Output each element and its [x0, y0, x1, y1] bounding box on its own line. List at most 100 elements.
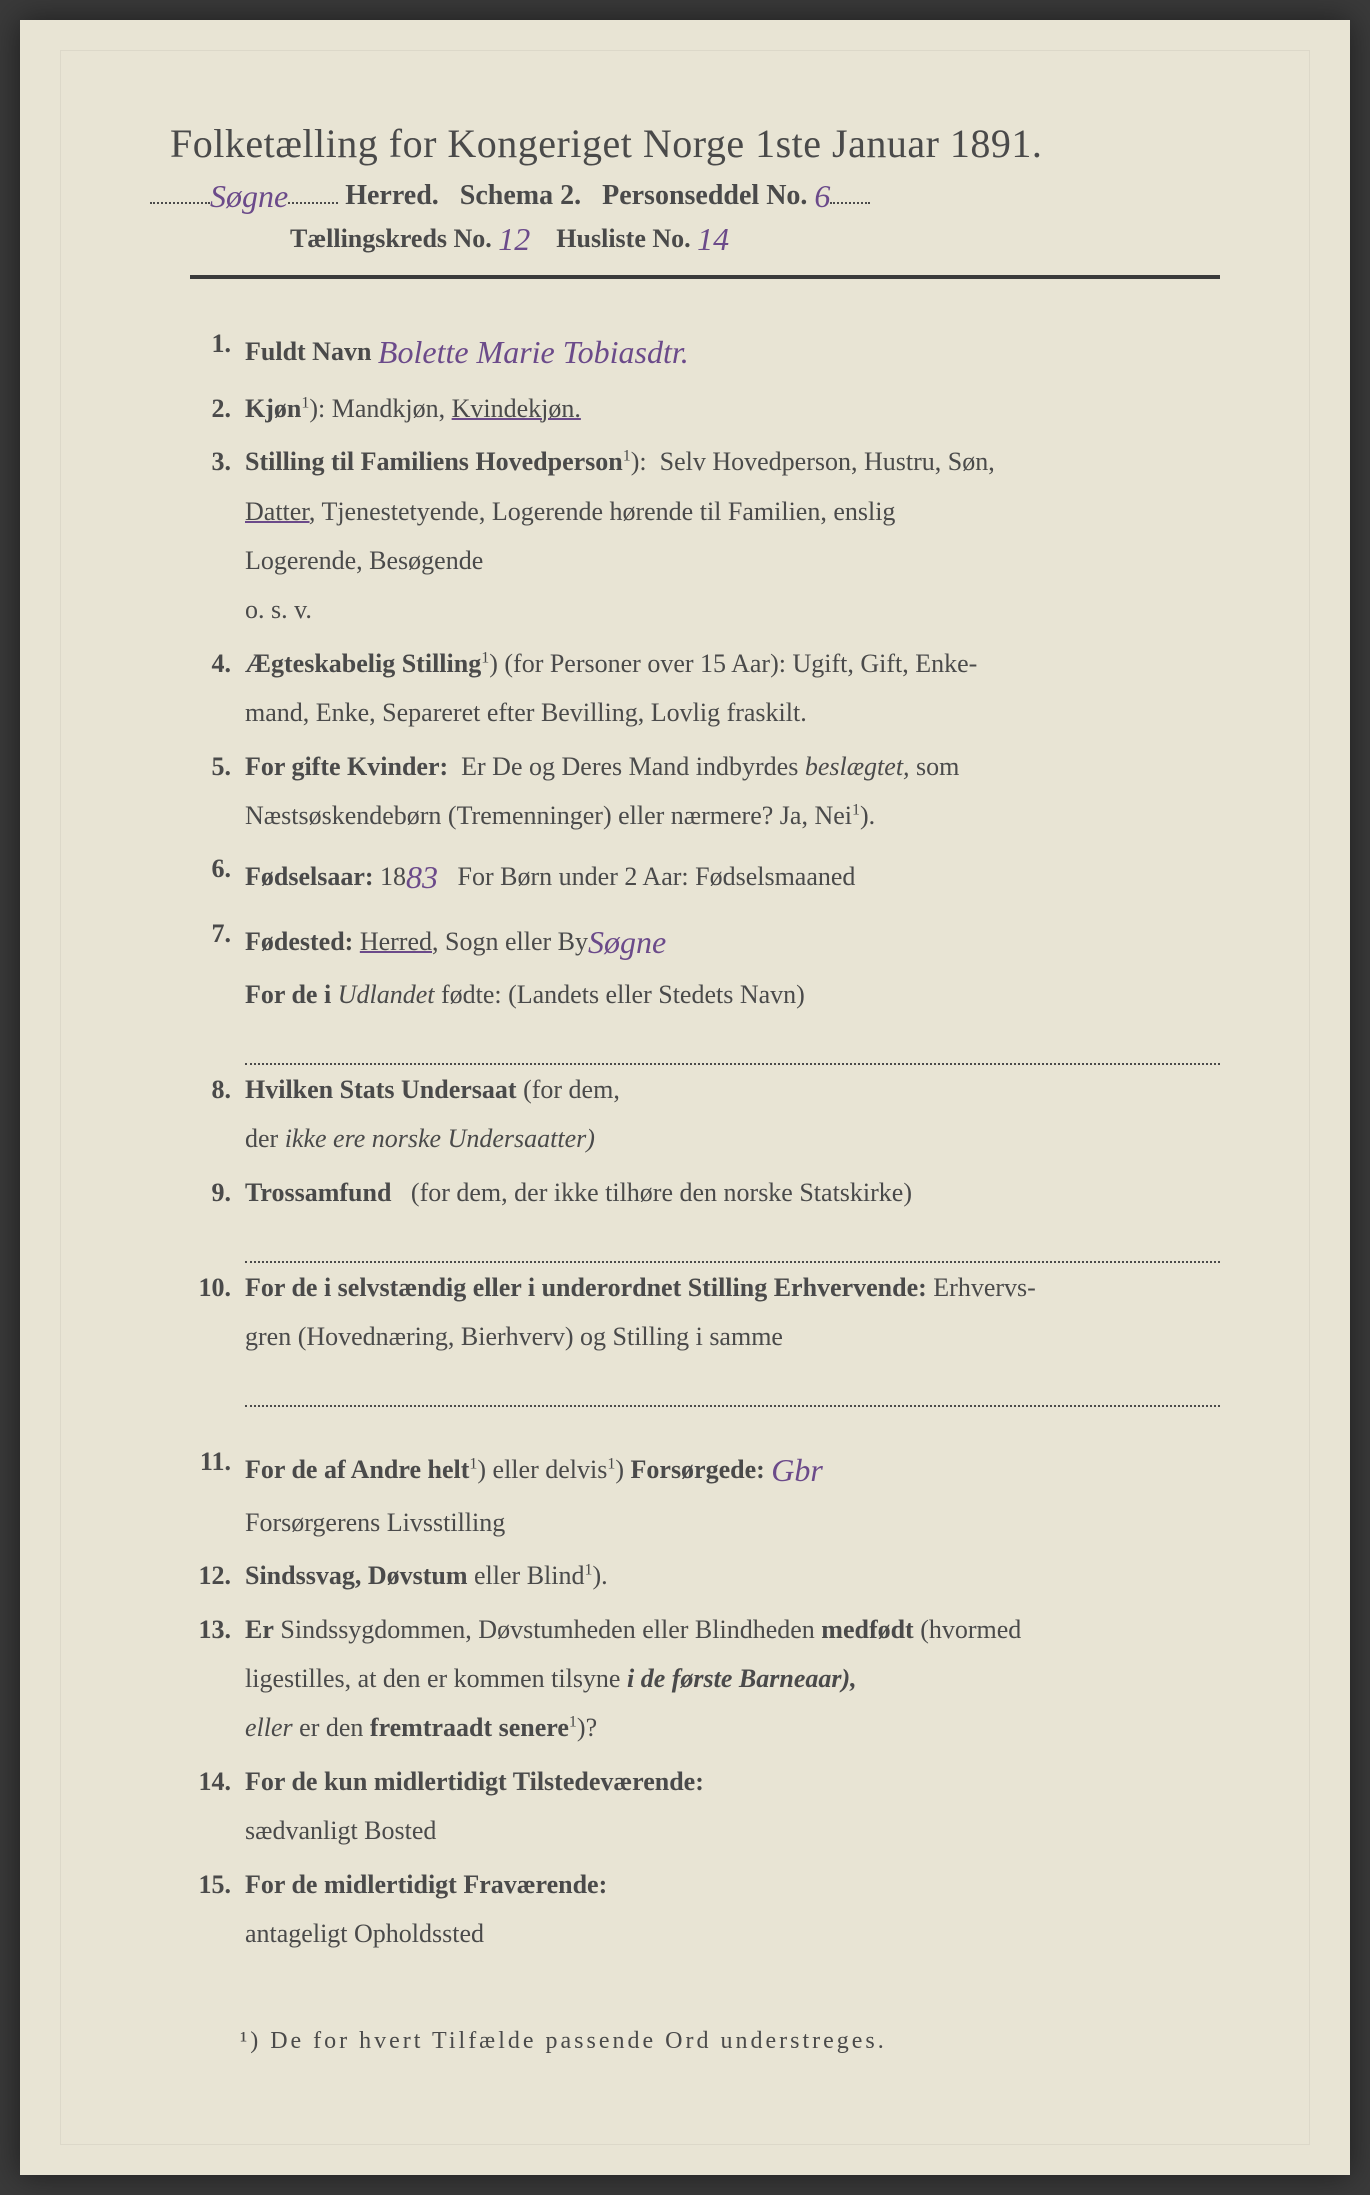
f13-text4: er den: [299, 1713, 363, 1742]
f3-selected: Datter,: [245, 497, 315, 526]
field-num: 6.: [190, 844, 245, 893]
field-num: 10.: [190, 1263, 245, 1312]
field-label: For de midlertidigt Fraværende:: [245, 1870, 607, 1899]
f11-mid: eller delvis: [493, 1455, 608, 1484]
field-label: Fødested:: [245, 927, 353, 956]
f5-text1: Er De og Deres Mand indbyrdes: [461, 752, 798, 781]
field-label: For de af Andre helt: [245, 1455, 469, 1484]
f13-bold1: medfødt: [821, 1615, 913, 1644]
field-num: 9.: [190, 1168, 245, 1217]
field-3: 3. Stilling til Familiens Hovedperson1):…: [190, 437, 1220, 635]
f10-text2: gren (Hovednæring, Bierhverv) og Stillin…: [245, 1322, 783, 1351]
f10-text: Erhvervs-: [933, 1273, 1036, 1302]
field-4: 4. Ægteskabelig Stilling1) (for Personer…: [190, 639, 1220, 738]
f11-text2: Forsørgerens Livsstilling: [245, 1508, 505, 1537]
field-num: 2.: [190, 384, 245, 433]
taellingskreds-no: 12: [498, 221, 530, 257]
f5-text3: Næstsøskendebørn (Tremenninger) eller næ…: [245, 801, 852, 830]
f7-text3: fødte: (Landets eller Stedets Navn): [441, 980, 805, 1009]
f7-italic2: Udlandet: [338, 980, 435, 1009]
field-1: 1. Fuldt Navn Bolette Marie Tobiasdtr.: [190, 319, 1220, 380]
footnote-marker: ¹): [240, 2028, 261, 2054]
footnote: ¹) De for hvert Tilfælde passende Ord un…: [240, 2028, 1220, 2055]
f8-text1: (for dem,: [523, 1075, 620, 1104]
personseddel-label: Personseddel No.: [602, 180, 807, 211]
f14-text: sædvanligt Bosted: [245, 1816, 436, 1845]
field-label: Ægteskabelig Stilling: [245, 649, 481, 678]
kjon-selected: Kvindekjøn.: [452, 394, 581, 423]
form-body: 1. Fuldt Navn Bolette Marie Tobiasdtr. 2…: [190, 319, 1220, 1958]
f3-line3: Logerende, Besøgende: [245, 546, 483, 575]
field-num: 15.: [190, 1860, 245, 1909]
field-label: For gifte Kvinder:: [245, 752, 448, 781]
field-num: 5.: [190, 742, 245, 791]
field-8: 8. Hvilken Stats Undersaat (for dem, der…: [190, 1065, 1220, 1164]
dotted-line: [245, 1023, 1220, 1065]
field-label: For de kun midlertidigt Tilstedeværende:: [245, 1767, 704, 1796]
field-15: 15. For de midlertidigt Fraværende: anta…: [190, 1860, 1220, 1959]
herred-label: Herred.: [345, 180, 439, 211]
field-num: 8.: [190, 1065, 245, 1114]
field-label: Stilling til Familiens Hovedperson: [245, 447, 623, 476]
field-label: For de i selvstændig eller i underordnet…: [245, 1273, 927, 1302]
personseddel-no: 6: [814, 178, 830, 214]
f8-text2: der: [245, 1124, 278, 1153]
f5-text2: som: [916, 752, 959, 781]
f13-italic4: eller: [245, 1713, 293, 1742]
field-label: Kjøn: [245, 394, 301, 423]
field-10: 10. For de i selvstændig eller i underor…: [190, 1263, 1220, 1362]
field-num: 13.: [190, 1605, 245, 1654]
herred-value: Søgne: [210, 178, 288, 214]
subtitle-line-1: Søgne Herred. Schema 2. Personseddel No.…: [150, 175, 1220, 212]
f4-text2: mand, Enke, Separeret efter Bevilling, L…: [245, 698, 807, 727]
field-num: 4.: [190, 639, 245, 688]
taellingskreds-label: Tællingskreds No.: [290, 224, 492, 253]
fuldt-navn-value: Bolette Marie Tobiasdtr.: [378, 334, 689, 370]
f6-year-prefix: 18: [380, 862, 406, 891]
f13-text1: Sindssygdommen, Døvstumheden eller Blind…: [280, 1615, 814, 1644]
f12-text: eller Blind: [474, 1561, 584, 1590]
f7-selected: Herred,: [360, 927, 439, 956]
f3-line2: Tjenestetyende, Logerende hørende til Fa…: [321, 497, 895, 526]
field-label: Sindssvag, Døvstum: [245, 1561, 468, 1590]
kjon-text: Mandkjøn,: [332, 394, 445, 423]
field-2: 2. Kjøn1): Mandkjøn, Kvindekjøn.: [190, 384, 1220, 433]
field-label: Er: [245, 1615, 274, 1644]
f13-italic3: i de første Barneaar),: [627, 1664, 857, 1693]
f7-text1: Sogn eller By: [445, 927, 588, 956]
footnote-text: De for hvert Tilfælde passende Ord under…: [270, 2028, 887, 2054]
field-5: 5. For gifte Kvinder: Er De og Deres Man…: [190, 742, 1220, 841]
field-label: Fuldt Navn: [245, 337, 371, 366]
census-form-page: Folketælling for Kongeriget Norge 1ste J…: [20, 20, 1350, 2175]
schema-label: Schema 2.: [460, 180, 581, 211]
f6-year: 83: [406, 859, 438, 895]
f11-label2: Forsørgede:: [631, 1455, 765, 1484]
field-num: 1.: [190, 319, 245, 368]
f15-text: antageligt Opholdssted: [245, 1919, 484, 1948]
field-14: 14. For de kun midlertidigt Tilstedevære…: [190, 1757, 1220, 1856]
field-label: Fødselsaar:: [245, 862, 374, 891]
field-9: 9. Trossamfund (for dem, der ikke tilhør…: [190, 1168, 1220, 1217]
field-label: Trossamfund: [245, 1178, 391, 1207]
f3-line1: Selv Hovedperson, Hustru, Søn,: [660, 447, 995, 476]
field-12: 12. Sindssvag, Døvstum eller Blind1).: [190, 1551, 1220, 1600]
field-11: 11. For de af Andre helt1) eller delvis1…: [190, 1437, 1220, 1547]
husliste-label: Husliste No.: [556, 224, 690, 253]
field-num: 11.: [190, 1437, 245, 1486]
field-13: 13. Er Sindssygdommen, Døvstumheden elle…: [190, 1605, 1220, 1753]
field-num: 14.: [190, 1757, 245, 1806]
husliste-no: 14: [697, 221, 729, 257]
field-7: 7. Fødested: Herred, Sogn eller BySøgne …: [190, 909, 1220, 1019]
f3-line4: o. s. v.: [245, 595, 312, 624]
f7-text2: For de i: [245, 980, 331, 1009]
f9-text: (for dem, der ikke tilhøre den norske St…: [411, 1178, 912, 1207]
header-divider: [190, 275, 1220, 279]
f6-text2: For Børn under 2 Aar: Fødselsmaaned: [458, 862, 856, 891]
f13-bold4: fremtraadt senere: [370, 1713, 569, 1742]
field-num: 7.: [190, 909, 245, 958]
field-6: 6. Fødselsaar: 1883 For Børn under 2 Aar…: [190, 844, 1220, 905]
dotted-line: [245, 1221, 1220, 1263]
f4-text1: (for Personer over 15 Aar): Ugift, Gift,…: [504, 649, 977, 678]
field-num: 12.: [190, 1551, 245, 1600]
field-num: 3.: [190, 437, 245, 486]
